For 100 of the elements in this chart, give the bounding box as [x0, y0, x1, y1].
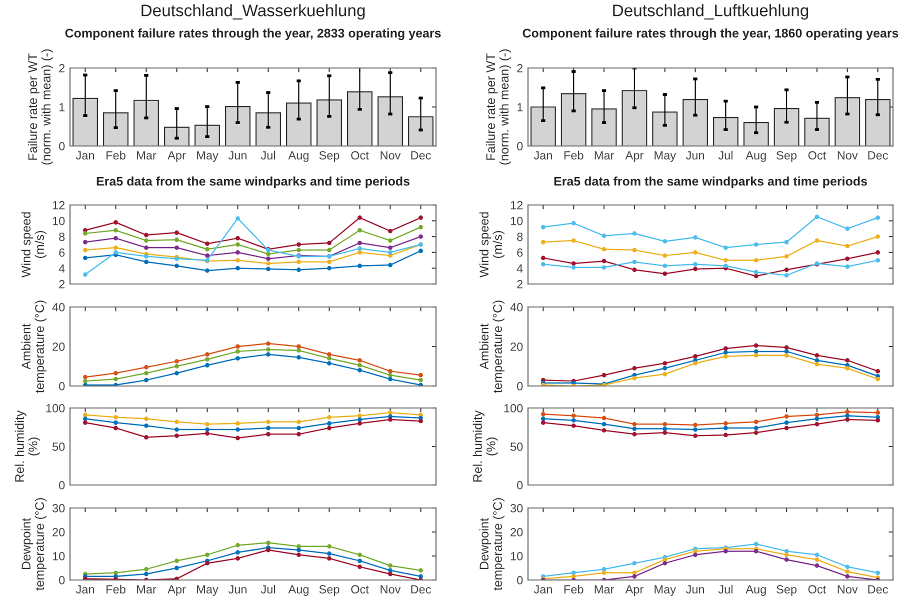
x-tick-label: Oct	[808, 151, 826, 160]
y-tick-label: 0	[59, 481, 65, 490]
x-tick-label: Jul	[718, 150, 732, 160]
x-tick-label: Oct	[808, 585, 826, 594]
x-tick-label: Sep	[319, 151, 340, 162]
y-tick-label: 0	[517, 142, 523, 150]
x-tick-label: Oct	[351, 585, 369, 594]
x-tick-label: Mar	[594, 585, 614, 594]
y-tick-label: 10	[52, 552, 65, 560]
x-tick-label: Jul	[260, 150, 276, 160]
y-tick-label: 100	[46, 404, 65, 412]
x-tick-label: Jun	[686, 585, 704, 594]
y-axis-title: Failure rate per WT (norm. with mean) (-)	[486, 49, 512, 165]
x-tick-label: Nov	[838, 585, 858, 594]
y-tick-label: 8	[59, 232, 65, 241]
chart-title: Era5 data from the same windparks and time periods	[554, 176, 867, 188]
x-tick-label: May	[197, 585, 218, 596]
x-tick-label: Sep	[319, 585, 340, 596]
x-tick-label: Apr	[168, 151, 186, 162]
x-tick-label: Jul	[260, 584, 276, 594]
y-tick-label: 50	[52, 442, 65, 451]
x-tick-label: Jun	[686, 151, 704, 160]
x-tick-label: Oct	[351, 151, 369, 160]
y-tick-label: 4	[58, 264, 65, 272]
x-tick-label: May	[654, 585, 676, 596]
x-tick-label: Jul	[718, 584, 732, 594]
x-tick-label: Jan	[76, 151, 94, 160]
x-tick-label: May	[654, 151, 676, 162]
y-tick-label: 30	[52, 504, 65, 512]
y-tick-label: 2	[59, 280, 65, 288]
x-tick-label: Apr	[625, 585, 644, 596]
y-tick-label: 0	[517, 576, 523, 584]
y-tick-label: 50	[510, 442, 523, 451]
y-tick-label: 30	[510, 504, 523, 512]
x-tick-label: Nov	[380, 585, 401, 594]
y-tick-label: 2	[517, 64, 523, 72]
x-tick-label: Feb	[106, 584, 126, 594]
x-tick-label: Mar	[594, 151, 614, 160]
y-tick-label: 2	[517, 280, 523, 288]
x-tick-label: Apr	[625, 151, 644, 162]
y-tick-label: 0	[517, 382, 523, 390]
x-tick-label: Aug	[746, 151, 766, 162]
x-tick-label: Sep	[776, 585, 797, 596]
chart-subtitle: Component failure rates through the year, 1860 operating years	[522, 28, 898, 40]
x-tick-label: Dec	[868, 585, 888, 594]
y-axis-title: Dewpoint temperature (°C)	[21, 498, 46, 590]
chart-title: Deutschland_Wasserkuehlung	[142, 4, 365, 20]
x-tick-label: Dec	[868, 151, 888, 160]
chart-title: Deutschland_Luftkuehlung	[613, 4, 808, 20]
y-tick-label: 8	[517, 232, 523, 241]
y-axis-title: Ambient temperature (°C)	[21, 300, 46, 393]
x-tick-label: Sep	[776, 151, 797, 162]
x-tick-label: Dec	[411, 151, 431, 160]
y-axis-title: Wind speed (m/s)	[21, 212, 46, 278]
x-tick-label: Jan	[534, 585, 552, 594]
y-tick-label: 20	[510, 342, 523, 351]
y-axis-title: Ambient temperature (°C)	[479, 300, 504, 393]
y-tick-label: 40	[52, 303, 65, 312]
x-tick-label: Aug	[288, 151, 308, 162]
y-axis-title: Dewpoint temperature (°C)	[479, 498, 504, 590]
y-tick-label: 0	[517, 481, 523, 490]
chart-title: Era5 data from the same windparks and time periods	[96, 176, 410, 188]
y-tick-label: 0	[59, 382, 65, 390]
x-tick-label: Nov	[838, 151, 858, 160]
x-tick-label: Feb	[106, 150, 126, 160]
x-tick-label: Jan	[76, 585, 94, 594]
y-axis-title: Failure rate per WT (norm. with mean) (-)	[28, 49, 54, 165]
y-tick-label: 1	[59, 103, 65, 112]
y-tick-label: 20	[510, 528, 523, 536]
y-axis-title: Wind speed (m/s)	[479, 212, 504, 278]
y-tick-label: 6	[517, 248, 523, 257]
y-tick-label: 20	[52, 528, 65, 536]
y-tick-label: 0	[59, 142, 65, 150]
x-tick-label: Aug	[288, 585, 308, 596]
x-tick-label: Aug	[746, 585, 766, 596]
y-tick-label: 6	[59, 248, 65, 257]
x-tick-label: Mar	[137, 151, 156, 160]
chart-subtitle: Component failure rates through the year, 2833 operating years	[65, 28, 441, 40]
x-tick-label: Feb	[564, 584, 584, 594]
y-tick-label: 10	[52, 216, 65, 226]
y-tick-label: 40	[510, 303, 523, 312]
y-axis-title: Rel. humidity (%)	[14, 410, 40, 482]
y-tick-label: 12	[52, 201, 65, 210]
y-tick-label: 1	[517, 103, 523, 112]
y-tick-label: 10	[510, 216, 523, 226]
y-tick-label: 4	[516, 264, 523, 272]
y-tick-label: 2	[59, 64, 65, 72]
x-tick-label: Apr	[168, 585, 186, 596]
y-tick-label: 10	[510, 552, 523, 560]
x-tick-label: May	[197, 151, 218, 162]
x-tick-label: Mar	[137, 585, 156, 594]
y-tick-label: 20	[52, 342, 65, 351]
x-tick-label: Feb	[564, 150, 584, 160]
x-tick-label: Jun	[228, 585, 246, 594]
y-tick-label: 100	[504, 404, 523, 412]
y-tick-label: 0	[59, 576, 65, 584]
x-tick-label: Nov	[380, 151, 401, 160]
y-tick-label: 12	[510, 201, 523, 210]
x-tick-label: Jan	[534, 151, 552, 160]
y-axis-title: Rel. humidity (%)	[472, 410, 498, 482]
